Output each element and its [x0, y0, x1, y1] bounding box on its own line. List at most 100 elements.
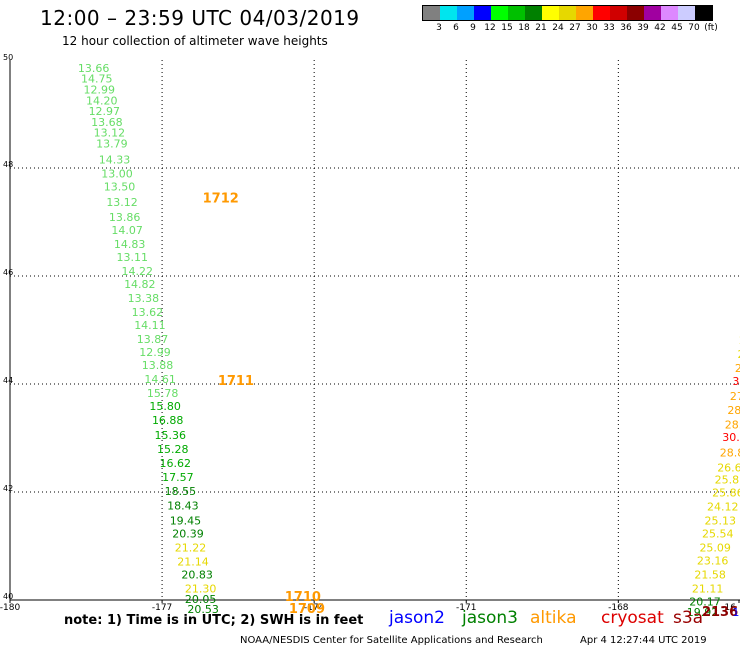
swh-data-label: 26.64	[717, 461, 740, 474]
legend-swatch	[644, 6, 661, 20]
swh-data-label: 14.82	[124, 278, 156, 291]
legend-tick-label: 42	[654, 23, 666, 33]
legend-swatch	[695, 6, 712, 20]
swh-data-label: 14.22	[122, 265, 153, 278]
legend-tick-label: 70	[688, 23, 700, 33]
swh-data-label: 16.88	[152, 414, 184, 427]
swh-data-label: 28.35	[735, 362, 740, 375]
swh-data-label: 25.86	[712, 486, 740, 499]
y-tick-label: 40	[3, 592, 13, 601]
legend-swatch	[491, 6, 508, 20]
swh-data-label: 28.83	[720, 446, 740, 459]
swh-data-label: 14.33	[99, 154, 130, 167]
swh-data-label: 25.87	[715, 473, 740, 486]
color-scale-bar	[422, 5, 713, 21]
swh-data-label: 13.00	[101, 168, 133, 181]
x-tick-label: -180	[0, 603, 20, 613]
swh-data-label: 15.78	[147, 387, 179, 400]
swh-data-label: 18.55	[165, 485, 197, 498]
swh-data-label: 13.11	[116, 251, 148, 264]
swh-data-label: 24.12	[707, 500, 739, 513]
y-tick-label: 48	[3, 160, 13, 169]
y-tick-label: 42	[3, 484, 13, 493]
y-tick-label: 50	[3, 53, 13, 62]
swh-data-label: 13.12	[106, 196, 138, 209]
swh-data-label: 15.80	[149, 400, 181, 413]
x-tick-label: -171	[456, 603, 476, 613]
swh-data-label: 14.83	[114, 238, 146, 251]
x-tick-label: -177	[152, 603, 172, 613]
legend-swatch	[508, 6, 525, 20]
legend-tick-label: 21	[535, 23, 547, 33]
satellite-label-altika: altika	[530, 608, 577, 628]
swh-data-label: 20.83	[181, 568, 213, 581]
swh-data-label: 16.62	[160, 457, 192, 470]
swh-data-label: 21.22	[175, 541, 207, 554]
pass-time-label: 1710	[285, 590, 321, 605]
x-tick-label: -168	[608, 603, 629, 613]
legend-tick-label: 27	[569, 23, 581, 33]
swh-data-label: 11.	[732, 606, 740, 619]
swh-data-label: 12.99	[139, 346, 171, 359]
generated-timestamp: Apr 4 12:27:44 UTC 2019	[580, 635, 707, 646]
swh-data-label: 13.62	[132, 306, 164, 319]
legend-swatch	[542, 6, 559, 20]
swh-data-label: 13.50	[104, 181, 136, 194]
legend-swatch	[610, 6, 627, 20]
swh-data-label: 28.75	[727, 404, 740, 417]
pass-time-label: 2136	[702, 605, 738, 620]
swh-data-label: 13.88	[142, 359, 174, 372]
swh-data-label: 13.12	[94, 127, 126, 140]
swh-data-label: 21.14	[177, 555, 209, 568]
legend-swatch	[423, 6, 440, 20]
legend-tick-label: (ft)	[704, 23, 718, 33]
legend-swatch	[559, 6, 576, 20]
footer-note: note: 1) Time is in UTC; 2) SWH is in fe…	[64, 613, 364, 628]
legend-tick-label: 30	[586, 23, 598, 33]
legend-tick-label: 15	[501, 23, 513, 33]
legend-swatch	[576, 6, 593, 20]
swh-data-label: 20.39	[172, 527, 204, 540]
swh-data-label: 13.87	[137, 333, 169, 346]
swh-data-label: 27.84	[730, 390, 740, 403]
x-tick-label: -16	[721, 603, 736, 613]
chart-subtitle: 12 hour collection of altimeter wave hei…	[62, 34, 328, 48]
satellite-label-jason3: jason3	[462, 608, 518, 628]
legend-tick-label: 6	[453, 23, 459, 33]
swh-data-label: 12.97	[89, 105, 121, 118]
color-scale-labels: 3 6 9 12 15 18 21 24 27 30 33 36 39 42 45 70 (ft)	[422, 21, 718, 35]
swh-data-label: 26.1	[737, 348, 740, 361]
swh-data-label: 21.11	[692, 582, 724, 595]
y-tick-label: 46	[3, 268, 13, 277]
swh-data-label: 14.20	[86, 94, 118, 107]
swh-data-label: 25.13	[705, 514, 737, 527]
swh-data-label: 31.63	[732, 375, 740, 388]
swh-data-label: 30.06	[722, 431, 740, 444]
pass-time-label: 1709	[289, 602, 325, 617]
legend-tick-label: 12	[484, 23, 496, 33]
legend-tick-label: 24	[552, 23, 564, 33]
swh-data-label: 28.73	[725, 418, 740, 431]
legend-tick-label: 18	[518, 23, 530, 33]
legend-tick-label: 3	[436, 23, 442, 33]
swh-data-label: 13.66	[78, 62, 110, 75]
swh-data-label: 20.17	[689, 595, 721, 608]
swh-data-label: 13.68	[91, 116, 123, 129]
swh-data-label: 14.07	[111, 224, 143, 237]
swh-data-label: 18.43	[167, 499, 199, 512]
swh-data-label: 24.	[739, 334, 740, 347]
swh-data-label: 17.57	[162, 471, 194, 484]
legend-swatch	[661, 6, 678, 20]
legend-swatch	[440, 6, 457, 20]
credit-line: NOAA/NESDIS Center for Satellite Applica…	[240, 635, 543, 646]
legend-swatch	[593, 6, 610, 20]
swh-data-label: 19.45	[170, 514, 202, 527]
swh-data-label: 13.79	[96, 137, 128, 150]
legend-tick-label: 39	[637, 23, 649, 33]
swh-data-label: 25.54	[702, 527, 734, 540]
swh-data-label: 23.16	[697, 554, 729, 567]
swh-data-label: 15.36	[154, 429, 186, 442]
legend-tick-label: 33	[603, 23, 615, 33]
